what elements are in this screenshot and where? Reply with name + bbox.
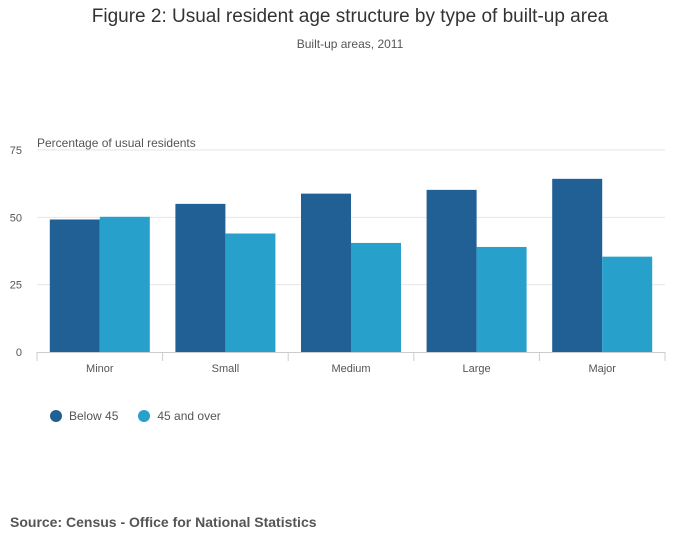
bar-large-45-and-over[interactable] <box>476 246 527 352</box>
bar-small-below-45[interactable] <box>175 203 226 352</box>
legend-item-below-45[interactable]: Below 45 <box>50 409 118 423</box>
legend-label-45-and-over: 45 and over <box>157 409 221 423</box>
y-tick-label: 50 <box>10 212 22 224</box>
legend-swatch-below-45 <box>50 410 62 422</box>
legend-item-45-and-over[interactable]: 45 and over <box>138 409 221 423</box>
chart-title: Figure 2: Usual resident age structure b… <box>91 6 609 27</box>
bar-major-45-and-over[interactable] <box>602 256 653 352</box>
x-tick-label: Large <box>463 363 491 375</box>
bars <box>49 178 653 352</box>
y-tick-label: 75 <box>10 145 22 157</box>
x-tick-label: Minor <box>86 363 114 375</box>
legend-swatch-45-and-over <box>138 410 151 422</box>
y-tick-label: 0 <box>16 347 22 359</box>
bar-chart: 0 25 50 75 Minor Small Medium Large Major Percen… <box>10 136 666 375</box>
x-tick-label: Medium <box>331 363 370 375</box>
bar-major-below-45[interactable] <box>552 178 603 352</box>
x-tick-label: Small <box>212 363 240 375</box>
source-note: Source: Census - Office for National Sta… <box>10 514 317 530</box>
bar-small-45-and-over[interactable] <box>225 233 276 352</box>
legend-label-below-45: Below 45 <box>69 409 119 423</box>
bar-medium-below-45[interactable] <box>301 193 351 352</box>
x-tick-label: Major <box>588 363 616 375</box>
y-axis-label: Percentage of usual residents <box>37 136 196 150</box>
y-tick-label: 25 <box>10 280 22 292</box>
bar-medium-45-and-over[interactable] <box>351 242 401 352</box>
chart-subtitle: Built-up areas, 2011 <box>296 37 404 51</box>
axes: 0 25 50 75 Minor Small Medium Large Major <box>10 145 666 375</box>
bar-minor-45-and-over[interactable] <box>99 216 150 352</box>
bar-large-below-45[interactable] <box>426 189 477 352</box>
bar-minor-below-45[interactable] <box>49 219 100 352</box>
legend: Below 45 45 and over <box>50 409 241 423</box>
